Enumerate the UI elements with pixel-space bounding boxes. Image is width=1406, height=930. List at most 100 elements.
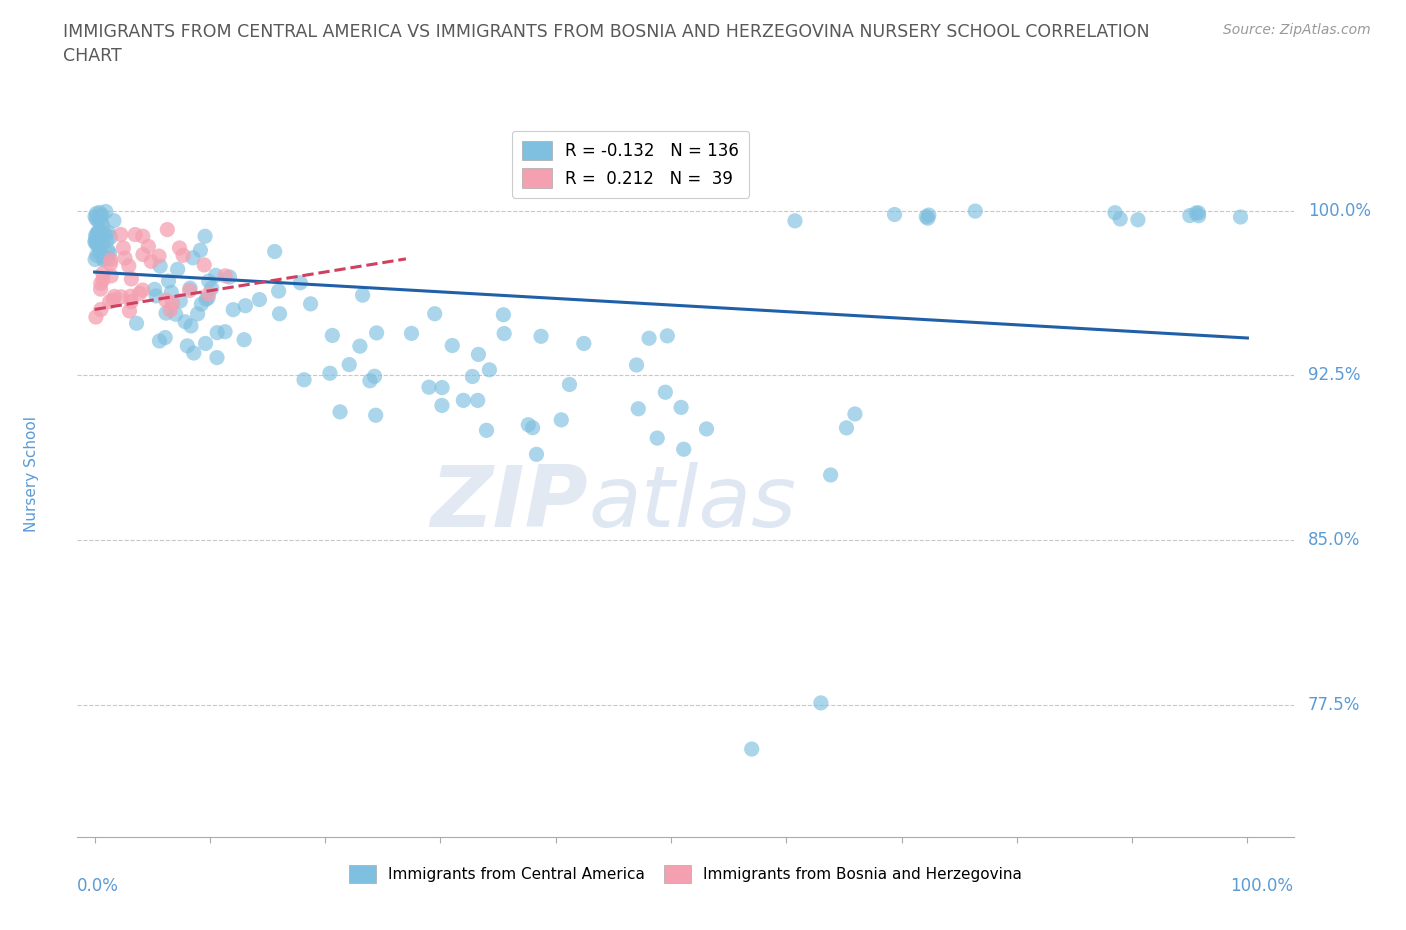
Point — [669, 400, 692, 415]
Point — [97, 225, 120, 240]
Point — [467, 347, 489, 362]
Point — [269, 306, 291, 321]
Text: 92.5%: 92.5% — [1308, 366, 1361, 384]
Point — [169, 294, 191, 309]
Point — [197, 286, 219, 301]
Point — [96, 251, 118, 266]
Point — [218, 270, 240, 285]
Point — [337, 357, 360, 372]
Point — [441, 339, 464, 353]
Point — [1229, 209, 1251, 224]
Point — [430, 398, 453, 413]
Point — [145, 288, 167, 303]
Point — [87, 236, 110, 251]
Point — [176, 339, 198, 353]
Point — [100, 257, 122, 272]
Point — [783, 213, 806, 228]
Point — [120, 272, 142, 286]
Point — [148, 334, 170, 349]
Point — [89, 208, 111, 223]
Point — [201, 281, 224, 296]
Point — [128, 286, 150, 300]
Point — [205, 350, 228, 365]
Point — [492, 307, 515, 322]
Point — [86, 206, 108, 221]
Point — [84, 209, 107, 224]
Point — [84, 252, 107, 267]
Point — [100, 253, 122, 268]
Point — [165, 307, 187, 322]
Point — [90, 276, 112, 291]
Point — [89, 246, 111, 260]
Point — [1178, 208, 1201, 223]
Point — [1109, 211, 1132, 226]
Point — [965, 204, 987, 219]
Point — [363, 369, 385, 384]
Point — [290, 275, 312, 290]
Point — [194, 229, 217, 244]
Point — [110, 289, 132, 304]
Point — [741, 741, 763, 756]
Point — [96, 233, 118, 248]
Point — [114, 250, 136, 265]
Point — [627, 402, 650, 417]
Point — [91, 272, 114, 286]
Point — [90, 302, 112, 317]
Point — [1126, 212, 1149, 227]
Point — [654, 385, 676, 400]
Point — [100, 230, 122, 245]
Text: Source: ZipAtlas.com: Source: ZipAtlas.com — [1223, 23, 1371, 37]
Point — [98, 294, 121, 309]
Text: Nursery School: Nursery School — [24, 417, 38, 532]
Point — [91, 252, 114, 267]
Point — [94, 204, 117, 219]
Point — [195, 292, 218, 307]
Point — [93, 251, 115, 266]
Point — [179, 281, 201, 296]
Point — [810, 696, 832, 711]
Point — [89, 205, 111, 219]
Point — [87, 214, 110, 229]
Point — [478, 363, 501, 378]
Point — [626, 357, 648, 372]
Point — [359, 373, 381, 388]
Point — [155, 293, 177, 308]
Point — [190, 297, 212, 312]
Point — [249, 292, 271, 307]
Point — [87, 228, 110, 243]
Point — [156, 222, 179, 237]
Point — [638, 331, 661, 346]
Point — [125, 316, 148, 331]
Point — [84, 234, 107, 249]
Text: 77.5%: 77.5% — [1308, 697, 1361, 714]
Point — [572, 336, 595, 351]
Point — [91, 266, 114, 281]
Point — [118, 303, 141, 318]
Point — [918, 207, 941, 222]
Point — [194, 336, 217, 351]
Point — [155, 306, 177, 321]
Point — [112, 241, 135, 256]
Point — [1104, 206, 1126, 220]
Point — [90, 215, 112, 230]
Point — [214, 325, 236, 339]
Point — [672, 442, 695, 457]
Point — [90, 282, 112, 297]
Point — [364, 407, 387, 422]
Point — [190, 243, 212, 258]
Text: ZIP: ZIP — [430, 462, 588, 545]
Point — [1185, 206, 1208, 220]
Point — [132, 247, 155, 262]
Point — [141, 254, 163, 269]
Point — [204, 268, 226, 283]
Point — [205, 326, 228, 340]
Point — [645, 431, 668, 445]
Point — [84, 228, 107, 243]
Point — [132, 229, 155, 244]
Point — [494, 326, 516, 341]
Point — [820, 468, 842, 483]
Point — [197, 290, 219, 305]
Text: IMMIGRANTS FROM CENTRAL AMERICA VS IMMIGRANTS FROM BOSNIA AND HERZEGOVINA NURSER: IMMIGRANTS FROM CENTRAL AMERICA VS IMMIG… — [63, 23, 1150, 65]
Point — [86, 237, 108, 252]
Point — [233, 332, 256, 347]
